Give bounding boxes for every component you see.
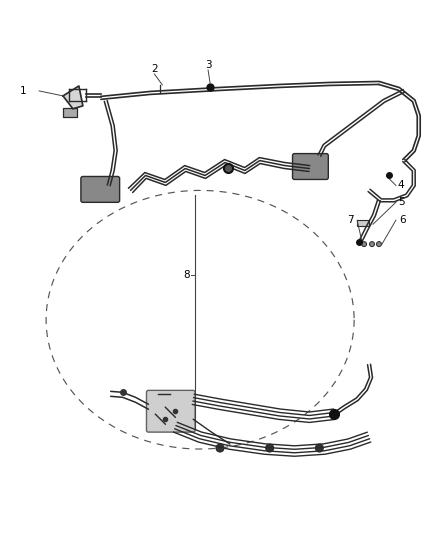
FancyBboxPatch shape — [146, 390, 195, 432]
Circle shape — [315, 444, 323, 452]
Bar — [63, 108, 77, 117]
Text: 6: 6 — [399, 215, 406, 225]
Text: 5: 5 — [399, 197, 405, 207]
Circle shape — [377, 241, 381, 247]
FancyBboxPatch shape — [293, 154, 328, 180]
Bar — [357, 220, 369, 226]
Text: 4: 4 — [398, 181, 404, 190]
Circle shape — [266, 444, 274, 452]
FancyBboxPatch shape — [81, 176, 120, 203]
Text: 2: 2 — [151, 64, 158, 74]
Text: 7: 7 — [347, 215, 353, 225]
Polygon shape — [63, 86, 83, 109]
Text: 1: 1 — [20, 86, 27, 96]
Circle shape — [370, 241, 374, 247]
Circle shape — [362, 241, 367, 247]
Circle shape — [216, 444, 224, 452]
Text: 8: 8 — [183, 270, 190, 280]
Text: 3: 3 — [205, 60, 212, 70]
